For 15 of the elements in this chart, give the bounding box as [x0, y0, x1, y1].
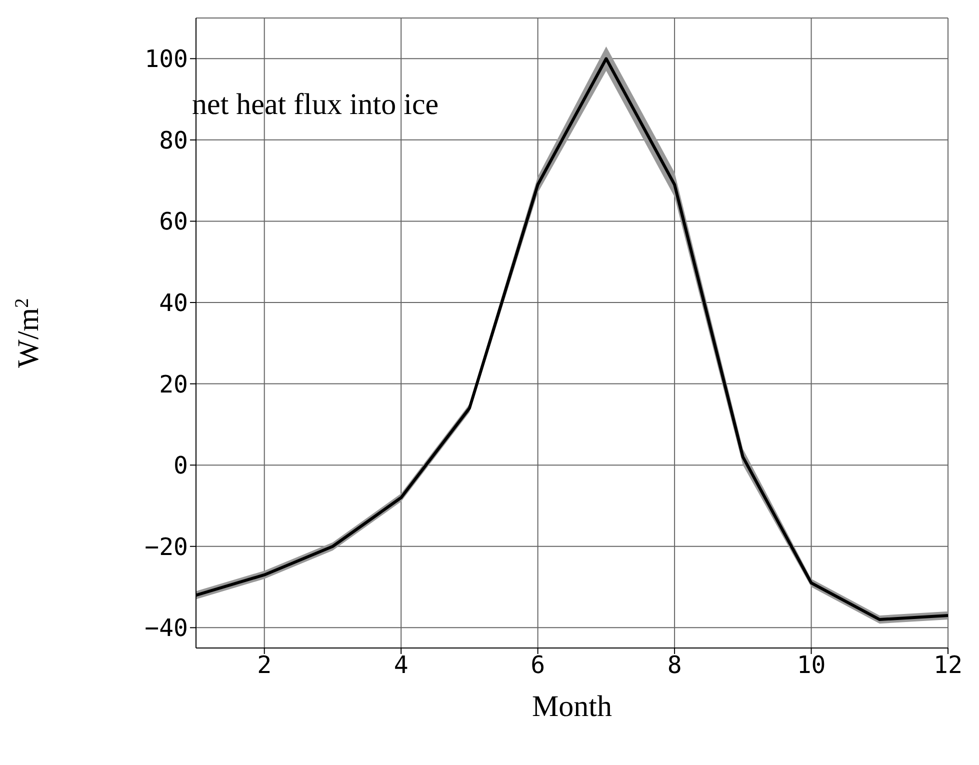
y-tick-label: 40 — [159, 289, 188, 318]
y-tick-label: 80 — [159, 126, 188, 154]
x-tick-label: 6 — [530, 651, 546, 680]
x-tick-label: 10 — [796, 651, 826, 680]
x-tick-label: 8 — [667, 651, 682, 680]
x-tick-label: 2 — [257, 651, 272, 680]
x-tick-label: 12 — [934, 651, 962, 680]
y-tick-label: −40 — [144, 614, 188, 642]
y-tick-label: 20 — [159, 370, 188, 398]
y-tick-label: 60 — [159, 208, 188, 236]
y-tick-label: 100 — [144, 45, 188, 74]
y-tick-label: −20 — [144, 532, 188, 561]
x-tick-label: 4 — [394, 651, 408, 680]
x-axis-title: Month — [532, 690, 612, 723]
y-tick-label: 0 — [174, 452, 188, 480]
